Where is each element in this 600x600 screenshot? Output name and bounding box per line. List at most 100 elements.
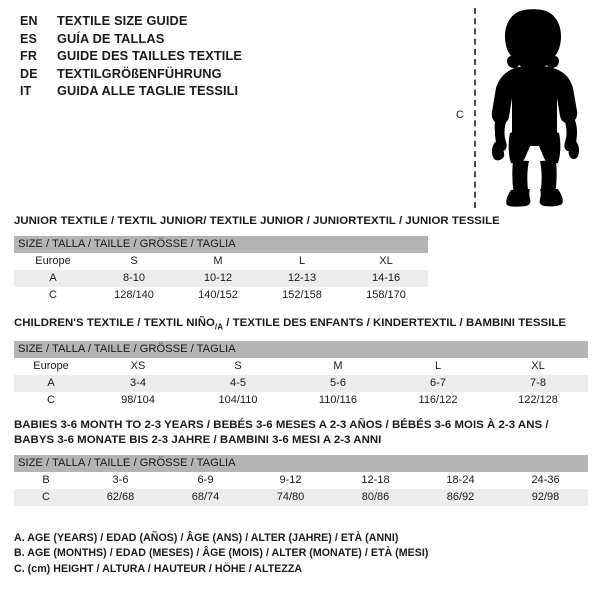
cell: L	[388, 358, 488, 376]
cell: 6-7	[388, 375, 488, 393]
cell: 14-16	[344, 270, 429, 287]
height-measure-figure: C	[440, 4, 600, 209]
cell: 18-24	[418, 472, 503, 489]
cell: 110/116	[288, 392, 388, 410]
cell: L	[260, 253, 344, 270]
babies-size-table: SIZE / TALLA / TAILLE / GRÖSSE / TAGLIA …	[14, 455, 589, 506]
language-title-block: EN TEXTILE SIZE GUIDE ES GUÍA DE TALLAS …	[20, 13, 420, 101]
cell: 98/104	[88, 392, 188, 410]
cell: 104/110	[188, 392, 288, 410]
cell: 3-4	[88, 375, 188, 393]
toddler-silhouette-icon	[491, 9, 579, 207]
cell: 24-36	[503, 472, 589, 489]
legend-block: A. AGE (YEARS) / EDAD (AÑOS) / ÂGE (ANS)…	[14, 531, 428, 577]
section-junior: JUNIOR TEXTILE / TEXTIL JUNIOR/ TEXTILE …	[14, 214, 500, 304]
language-row: IT GUIDA ALLE TAGLIE TESSILI	[20, 83, 420, 101]
cell: S	[188, 358, 288, 376]
cell: 116/122	[388, 392, 488, 410]
table-band-header: SIZE / TALLA / TAILLE / GRÖSSE / TAGLIA	[14, 455, 589, 472]
row-label: Europe	[14, 358, 88, 376]
band-label: SIZE / TALLA / TAILLE / GRÖSSE / TAGLIA	[14, 341, 588, 359]
cell: 5-6	[288, 375, 388, 393]
height-measure-dashed-line	[474, 8, 476, 208]
cell: 68/74	[163, 489, 248, 506]
cell: XL	[488, 358, 588, 376]
section-children: CHILDREN'S TEXTILE / TEXTIL NIÑO/A / TEX…	[14, 316, 588, 410]
row-label: C	[14, 392, 88, 410]
cell: 128/140	[92, 287, 176, 304]
table-row: A 3-4 4-5 5-6 6-7 7-8	[14, 375, 588, 393]
language-code: IT	[20, 84, 32, 99]
cell: 158/170	[344, 287, 429, 304]
language-code: FR	[20, 49, 38, 64]
cell: 6-9	[163, 472, 248, 489]
section-title-line: CHILDREN'S TEXTILE / TEXTIL NIÑO/A / TEX…	[14, 316, 588, 334]
language-row: ES GUÍA DE TALLAS	[20, 31, 420, 49]
language-row: EN TEXTILE SIZE GUIDE	[20, 13, 420, 31]
table-row: Europe XS S M L XL	[14, 358, 588, 376]
table-row: C 98/104 104/110 110/116 116/122 122/128	[14, 392, 588, 410]
language-title: GUIDA ALLE TAGLIE TESSILI	[57, 83, 239, 99]
section-title-part: CHILDREN'S TEXTILE / TEXTIL NIÑO	[14, 317, 215, 329]
cell: 122/128	[488, 392, 588, 410]
cell: M	[176, 253, 260, 270]
section-babies: BABIES 3-6 MONTH TO 2-3 YEARS / BEBÉS 3-…	[14, 418, 589, 506]
table-row: C 128/140 140/152 152/158 158/170	[14, 287, 429, 304]
language-row: FR GUIDE DES TAILLES TEXTILE	[20, 48, 420, 66]
language-code: EN	[20, 14, 38, 28]
cell: 80/86	[333, 489, 418, 506]
table-row: B 3-6 6-9 9-12 12-18 18-24 24-36	[14, 472, 589, 489]
children-size-table: SIZE / TALLA / TAILLE / GRÖSSE / TAGLIA …	[14, 341, 588, 410]
section-title-line: JUNIOR TEXTILE / TEXTIL JUNIOR/ TEXTILE …	[14, 215, 500, 227]
cell: 12-18	[333, 472, 418, 489]
section-title-junior: JUNIOR TEXTILE / TEXTIL JUNIOR/ TEXTILE …	[14, 214, 500, 229]
cell: 4-5	[188, 375, 288, 393]
cell: 8-10	[92, 270, 176, 287]
cell: 152/158	[260, 287, 344, 304]
height-measure-label: C	[456, 109, 464, 121]
section-title-line: BABYS 3-6 MONATE BIS 2-3 JAHRE / BAMBINI…	[14, 434, 382, 446]
cell: 9-12	[248, 472, 333, 489]
cell: XS	[88, 358, 188, 376]
language-title: TEXTILGRÖßENFÜHRUNG	[57, 65, 222, 81]
language-title: TEXTILE SIZE GUIDE	[57, 13, 188, 28]
cell: 10-12	[176, 270, 260, 287]
language-title: GUÍA DE TALLAS	[57, 30, 165, 46]
cell: M	[288, 358, 388, 376]
section-title-line: BABIES 3-6 MONTH TO 2-3 YEARS / BEBÉS 3-…	[14, 419, 549, 431]
table-row: C 62/68 68/74 74/80 80/86 86/92 92/98	[14, 489, 589, 506]
section-title-subscript: /A	[214, 322, 224, 332]
table-band-header: SIZE / TALLA / TAILLE / GRÖSSE / TAGLIA	[14, 236, 429, 253]
language-code: ES	[20, 31, 38, 46]
section-title-babies: BABIES 3-6 MONTH TO 2-3 YEARS / BEBÉS 3-…	[14, 418, 588, 448]
row-label: C	[14, 489, 78, 506]
cell: 74/80	[248, 489, 333, 506]
cell: 12-13	[260, 270, 344, 287]
row-label: A	[14, 270, 92, 287]
cell: 92/98	[503, 489, 589, 506]
table-row: Europe S M L XL	[14, 253, 429, 270]
cell: 86/92	[418, 489, 503, 506]
row-label: A	[14, 375, 88, 393]
row-label: C	[14, 287, 92, 304]
section-title-children: CHILDREN'S TEXTILE / TEXTIL NIÑO/A / TEX…	[14, 316, 588, 334]
band-label: SIZE / TALLA / TAILLE / GRÖSSE / TAGLIA	[14, 236, 429, 253]
cell: 7-8	[488, 375, 588, 393]
language-row: DE TEXTILGRÖßENFÜHRUNG	[20, 66, 420, 84]
language-code: DE	[20, 66, 38, 81]
band-label: SIZE / TALLA / TAILLE / GRÖSSE / TAGLIA	[14, 455, 589, 472]
row-label: Europe	[14, 253, 92, 270]
table-row: A 8-10 10-12 12-13 14-16	[14, 270, 429, 287]
cell: S	[92, 253, 176, 270]
legend-line-c: C. (cm) HEIGHT / ALTURA / HAUTEUR / HÖHE…	[14, 562, 303, 575]
cell: 3-6	[78, 472, 163, 489]
cell: XL	[344, 253, 429, 270]
section-title-part: / TEXTILE DES ENFANTS / KINDERTEXTIL / B…	[223, 317, 567, 329]
cell: 140/152	[176, 287, 260, 304]
legend-line-b: B. AGE (MONTHS) / EDAD (MESES) / ÂGE (MO…	[14, 547, 429, 560]
language-title: GUIDE DES TAILLES TEXTILE	[57, 48, 242, 64]
table-band-header: SIZE / TALLA / TAILLE / GRÖSSE / TAGLIA	[14, 341, 588, 359]
cell: 62/68	[78, 489, 163, 506]
row-label: B	[14, 472, 78, 489]
legend-line-a: A. AGE (YEARS) / EDAD (AÑOS) / ÂGE (ANS)…	[14, 532, 399, 544]
